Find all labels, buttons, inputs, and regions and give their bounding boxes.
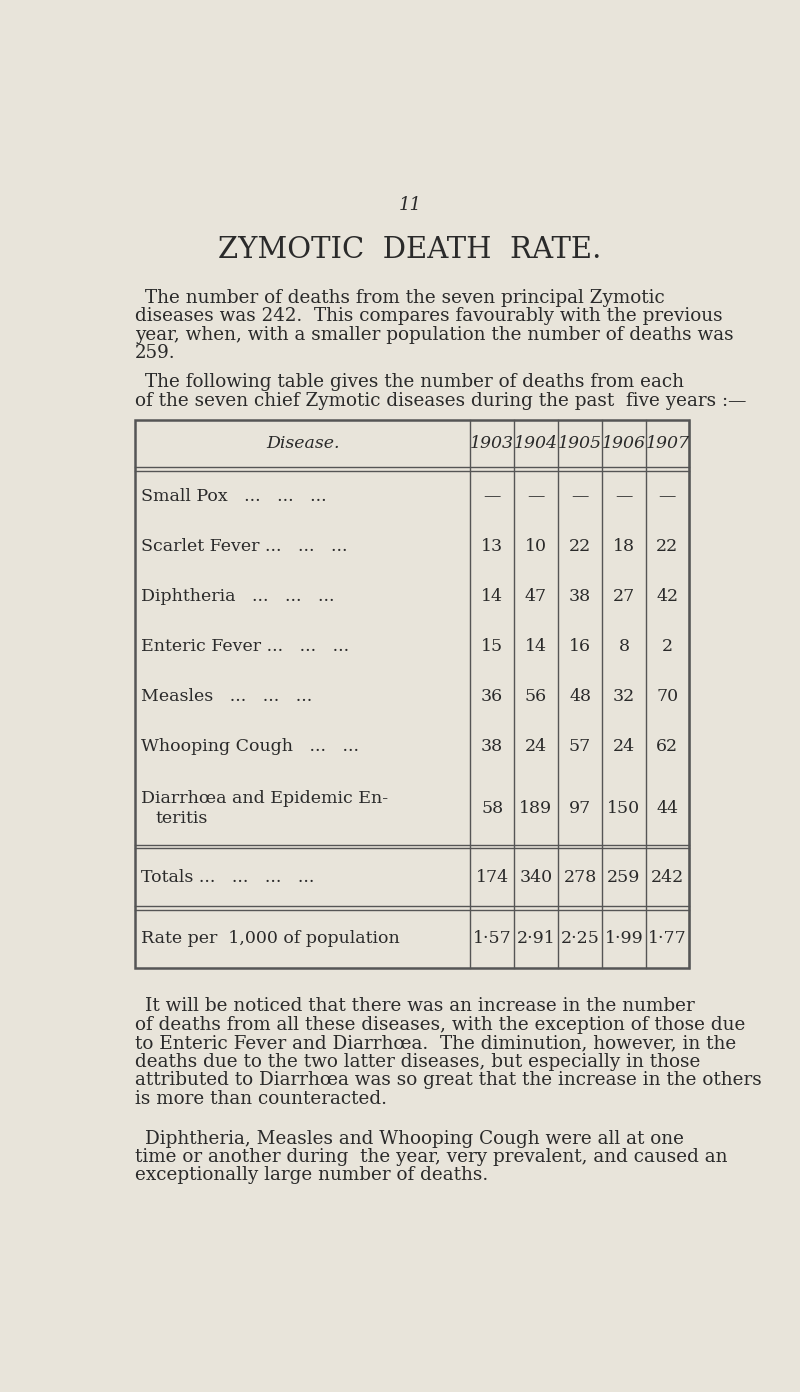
Text: 16: 16 — [569, 638, 591, 654]
Text: 57: 57 — [569, 738, 591, 754]
Text: 44: 44 — [656, 799, 678, 817]
Text: 70: 70 — [656, 688, 678, 704]
Text: 42: 42 — [656, 587, 678, 604]
Text: 1906: 1906 — [602, 434, 646, 452]
Text: 38: 38 — [481, 738, 503, 754]
Text: 1905: 1905 — [558, 434, 602, 452]
Text: 58: 58 — [481, 799, 503, 817]
Text: 2: 2 — [662, 638, 673, 654]
Text: 1907: 1907 — [646, 434, 690, 452]
Text: —: — — [571, 487, 589, 505]
Text: Diphtheria   ...   ...   ...: Diphtheria ... ... ... — [141, 587, 334, 604]
Text: 259: 259 — [607, 869, 641, 885]
Text: exceptionally large number of deaths.: exceptionally large number of deaths. — [135, 1166, 488, 1185]
Text: Scarlet Fever ...   ...   ...: Scarlet Fever ... ... ... — [141, 537, 347, 555]
Text: 38: 38 — [569, 587, 591, 604]
Text: 24: 24 — [525, 738, 547, 754]
Text: 97: 97 — [569, 799, 591, 817]
Text: 2·25: 2·25 — [561, 930, 599, 948]
Text: —: — — [658, 487, 676, 505]
Text: —: — — [527, 487, 545, 505]
Text: 278: 278 — [563, 869, 597, 885]
Text: Rate per  1,000 of population: Rate per 1,000 of population — [141, 930, 400, 948]
Text: ZYMOTIC  DEATH  RATE.: ZYMOTIC DEATH RATE. — [218, 237, 602, 264]
Text: Disease.: Disease. — [266, 434, 339, 452]
Text: 13: 13 — [481, 537, 503, 555]
Text: 8: 8 — [618, 638, 630, 654]
Text: of deaths from all these diseases, with the exception of those due: of deaths from all these diseases, with … — [135, 1016, 746, 1034]
Text: 22: 22 — [569, 537, 591, 555]
Text: Diarrhœa and Epidemic En-: Diarrhœa and Epidemic En- — [141, 789, 388, 806]
Text: 189: 189 — [519, 799, 553, 817]
Text: time or another during  the year, very prevalent, and caused an: time or another during the year, very pr… — [135, 1148, 727, 1166]
Text: 14: 14 — [525, 638, 547, 654]
Text: 36: 36 — [481, 688, 503, 704]
Text: year, when, with a smaller population the number of deaths was: year, when, with a smaller population th… — [135, 326, 734, 344]
Text: It will be noticed that there was an increase in the number: It will be noticed that there was an inc… — [145, 997, 694, 1015]
Text: 1904: 1904 — [514, 434, 558, 452]
Text: 1·57: 1·57 — [473, 930, 511, 948]
Text: 150: 150 — [607, 799, 641, 817]
Text: 14: 14 — [481, 587, 503, 604]
Text: 340: 340 — [519, 869, 553, 885]
Text: 18: 18 — [613, 537, 635, 555]
Text: of the seven chief Zymotic diseases during the past  five years :—: of the seven chief Zymotic diseases duri… — [135, 393, 746, 409]
Text: —: — — [483, 487, 501, 505]
Text: 22: 22 — [656, 537, 678, 555]
Text: Measles   ...   ...   ...: Measles ... ... ... — [141, 688, 312, 704]
Text: Whooping Cough   ...   ...: Whooping Cough ... ... — [141, 738, 359, 754]
Text: —: — — [615, 487, 633, 505]
Text: 1903: 1903 — [470, 434, 514, 452]
Text: is more than counteracted.: is more than counteracted. — [135, 1090, 387, 1108]
Text: 2·91: 2·91 — [517, 930, 555, 948]
Text: Small Pox   ...   ...   ...: Small Pox ... ... ... — [141, 487, 326, 505]
Text: 11: 11 — [398, 196, 422, 214]
Text: 15: 15 — [481, 638, 503, 654]
Text: The following table gives the number of deaths from each: The following table gives the number of … — [145, 373, 684, 391]
Text: 24: 24 — [613, 738, 635, 754]
Text: 1·99: 1·99 — [605, 930, 643, 948]
Text: Enteric Fever ...   ...   ...: Enteric Fever ... ... ... — [141, 638, 349, 654]
Text: 48: 48 — [569, 688, 591, 704]
Text: 47: 47 — [525, 587, 547, 604]
Text: deaths due to the two latter diseases, but especially in those: deaths due to the two latter diseases, b… — [135, 1052, 700, 1070]
Text: 10: 10 — [525, 537, 547, 555]
Bar — [135, 419, 689, 967]
Text: Totals ...   ...   ...   ...: Totals ... ... ... ... — [141, 869, 314, 885]
Text: The number of deaths from the seven principal Zymotic: The number of deaths from the seven prin… — [145, 288, 665, 306]
Text: 56: 56 — [525, 688, 547, 704]
Text: Diphtheria, Measles and Whooping Cough were all at one: Diphtheria, Measles and Whooping Cough w… — [145, 1129, 684, 1147]
Text: teritis: teritis — [155, 810, 207, 827]
Text: 259.: 259. — [135, 344, 175, 362]
Text: to Enteric Fever and Diarrhœa.  The diminution, however, in the: to Enteric Fever and Diarrhœa. The dimin… — [135, 1034, 736, 1052]
Text: 174: 174 — [475, 869, 509, 885]
Text: 1·77: 1·77 — [648, 930, 686, 948]
Text: attributed to Diarrhœa was so great that the increase in the others: attributed to Diarrhœa was so great that… — [135, 1070, 762, 1089]
Text: diseases was 242.  This compares favourably with the previous: diseases was 242. This compares favourab… — [135, 308, 722, 326]
Text: 242: 242 — [650, 869, 684, 885]
Text: 32: 32 — [613, 688, 635, 704]
Text: 27: 27 — [613, 587, 635, 604]
Text: 62: 62 — [656, 738, 678, 754]
